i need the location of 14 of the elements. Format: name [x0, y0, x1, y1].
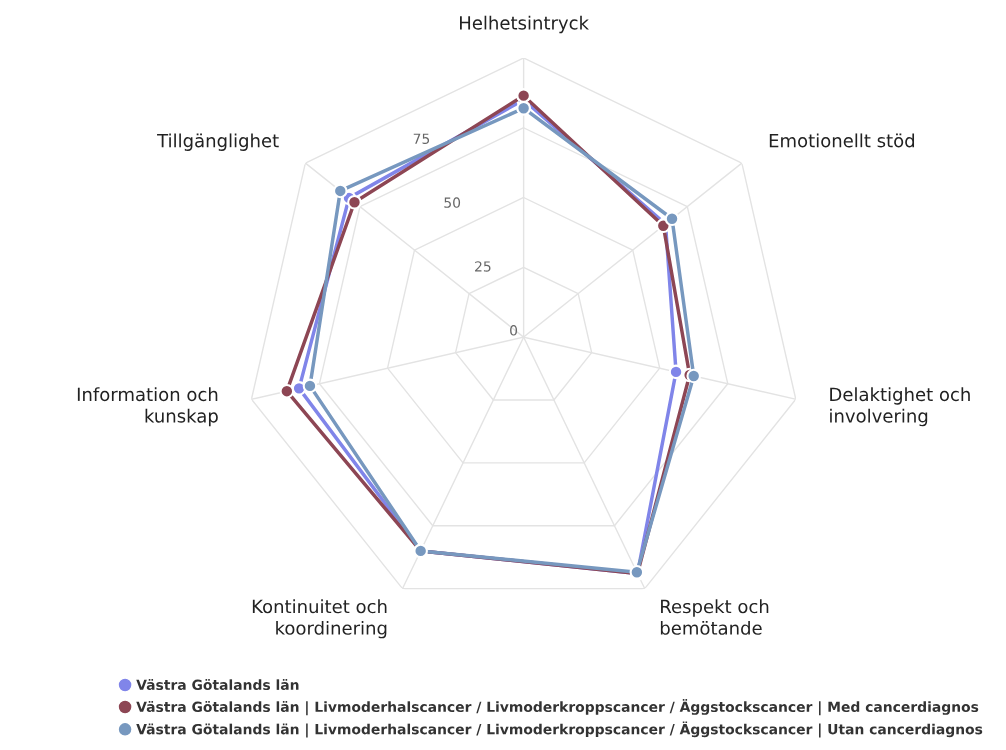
spoke-label: Helhetsintryck [460, 15, 589, 34]
spoke-label: Tillgänglighet [157, 133, 279, 151]
spoke-label: Respekt och bemötande [660, 599, 769, 635]
spoke-label: Emotionellt stöd [769, 133, 915, 148]
legend-label: Västra Götalands län | Livmoderhalscancer / Livmoderkroppscancer / Äggstockscancer | Med cancerdiagnos [136, 699, 979, 716]
spoke-label: Information och kunskap [77, 387, 218, 427]
y-tick-label: 75 [413, 133, 430, 144]
spoke-label: Delaktighet och involvering [830, 387, 970, 427]
y-tick-label: 25 [475, 261, 491, 272]
y-tick-label: 0 [510, 325, 518, 336]
spoke-label: Kontinuitet och koordinering [252, 599, 387, 639]
y-tick-label: 50 [444, 197, 461, 208]
legend-label: Västra Götalands län [136, 679, 299, 691]
legend-label: Västra Götalands län | Livmoderhalscancer / Livmoderkroppscancer / Äggstockscancer | Utan cancerdiagnos [136, 721, 983, 738]
